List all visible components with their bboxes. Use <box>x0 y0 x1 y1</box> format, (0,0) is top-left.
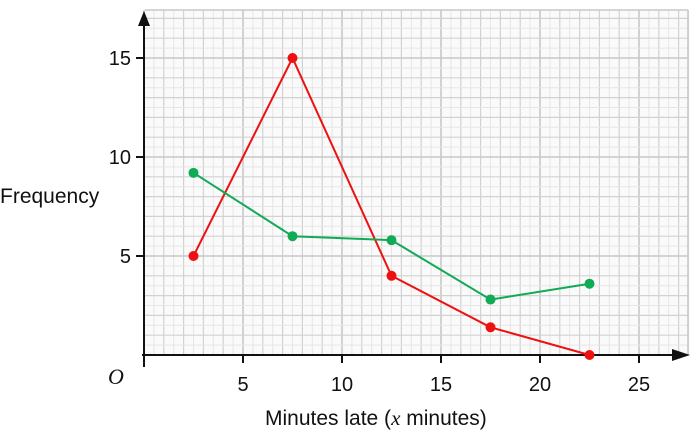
x-tick-label: 25 <box>628 374 650 396</box>
data-point <box>287 231 298 242</box>
y-tick-label: 5 <box>120 246 131 268</box>
tick-labels: 5 10 15 20 25 5 10 15 <box>109 48 650 396</box>
x-tick-label: 5 <box>237 374 248 396</box>
data-point <box>188 251 199 261</box>
data-point <box>485 294 496 305</box>
x-tick-label: 15 <box>430 374 452 396</box>
data-point <box>584 350 595 360</box>
x-axis-title: Minutes late (x minutes) <box>265 406 487 430</box>
y-tick-label: 10 <box>109 147 131 169</box>
x-tick-label: 20 <box>529 374 551 396</box>
series-green <box>188 167 595 305</box>
origin-label: O <box>108 364 124 389</box>
series-red <box>188 53 595 360</box>
y-axis-title: Frequency <box>0 185 100 208</box>
y-tick-label: 15 <box>109 48 131 70</box>
data-point <box>485 322 496 333</box>
grid <box>143 9 689 356</box>
data-series <box>188 53 595 360</box>
data-point <box>386 235 397 246</box>
y-axis-arrow-icon <box>138 11 150 26</box>
data-point <box>386 270 397 281</box>
x-tick-label: 10 <box>331 374 353 396</box>
x-axis-arrow-icon <box>672 349 690 361</box>
data-point <box>188 167 199 178</box>
data-point <box>584 278 595 289</box>
data-point <box>287 53 298 63</box>
